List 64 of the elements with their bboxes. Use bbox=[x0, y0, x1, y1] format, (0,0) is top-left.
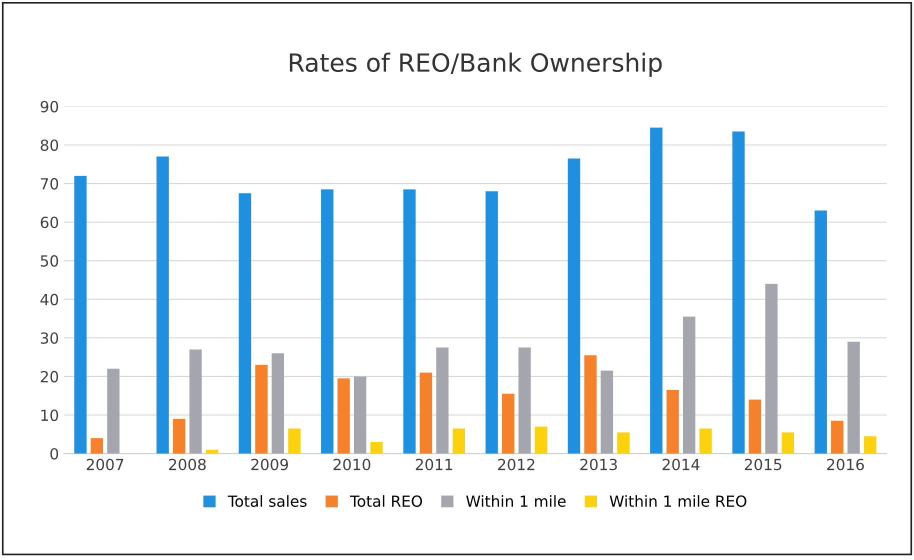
bar bbox=[189, 349, 202, 454]
bar bbox=[172, 418, 186, 454]
bar bbox=[748, 400, 762, 454]
y-tick-label: 20 bbox=[40, 370, 58, 382]
y-tick-label: 90 bbox=[40, 100, 58, 112]
x-tick-label: 2014 bbox=[662, 458, 700, 470]
bar bbox=[699, 428, 712, 454]
y-tick-label: 70 bbox=[40, 178, 58, 190]
bar bbox=[568, 158, 580, 454]
y-tick-label: 80 bbox=[40, 139, 58, 151]
bar bbox=[831, 420, 844, 454]
bar bbox=[107, 368, 120, 454]
bar bbox=[584, 355, 597, 454]
y-tick-label: 60 bbox=[40, 216, 58, 228]
bar bbox=[206, 450, 218, 454]
bar bbox=[452, 428, 465, 454]
x-tick-label: 2013 bbox=[580, 458, 617, 470]
x-tick-label: 2011 bbox=[416, 458, 452, 470]
bar bbox=[534, 426, 548, 454]
bar bbox=[650, 128, 662, 454]
bar bbox=[765, 284, 778, 454]
bar bbox=[74, 176, 87, 454]
bar bbox=[864, 436, 876, 454]
bar bbox=[272, 353, 284, 454]
bar bbox=[354, 376, 366, 454]
bar bbox=[682, 316, 696, 454]
bar bbox=[814, 210, 827, 454]
chart-title: Rates of REO/Bank Ownership bbox=[290, 52, 662, 77]
bar bbox=[337, 378, 350, 454]
legend-label: Total sales bbox=[228, 495, 307, 507]
bar bbox=[403, 189, 416, 454]
bar bbox=[90, 438, 104, 454]
bar bbox=[848, 342, 860, 454]
y-tick-label: 10 bbox=[41, 409, 58, 422]
bar bbox=[255, 364, 268, 454]
bar bbox=[288, 428, 300, 454]
x-tick-label: 2007 bbox=[86, 458, 124, 470]
bar bbox=[617, 432, 630, 454]
bar bbox=[436, 348, 449, 454]
bar bbox=[238, 193, 252, 454]
bar bbox=[666, 390, 679, 454]
bar bbox=[321, 189, 334, 454]
x-tick-label: 2010 bbox=[334, 458, 370, 470]
y-tick-label: 0 bbox=[50, 448, 58, 460]
y-tick-label: 40 bbox=[40, 294, 58, 306]
y-tick-label: 30 bbox=[40, 332, 58, 344]
x-tick-label: 2012 bbox=[498, 458, 534, 470]
bar bbox=[486, 191, 498, 454]
bar bbox=[420, 372, 432, 454]
bar bbox=[518, 348, 531, 454]
x-tick-label: 2015 bbox=[744, 458, 782, 470]
x-tick-label: 2008 bbox=[169, 458, 206, 470]
bar bbox=[502, 394, 514, 454]
bar bbox=[782, 432, 794, 454]
legend-label: Within 1 mile REO bbox=[610, 495, 746, 507]
y-tick-label: 50 bbox=[40, 255, 58, 267]
x-tick-label: 2009 bbox=[251, 458, 288, 470]
bar bbox=[732, 131, 745, 454]
bar bbox=[600, 370, 614, 454]
bar bbox=[156, 156, 169, 454]
legend-label: Total REO bbox=[350, 495, 422, 507]
x-tick-label: 2016 bbox=[827, 458, 864, 470]
legend-label: Within 1 mile bbox=[466, 495, 566, 507]
bar bbox=[370, 442, 383, 454]
